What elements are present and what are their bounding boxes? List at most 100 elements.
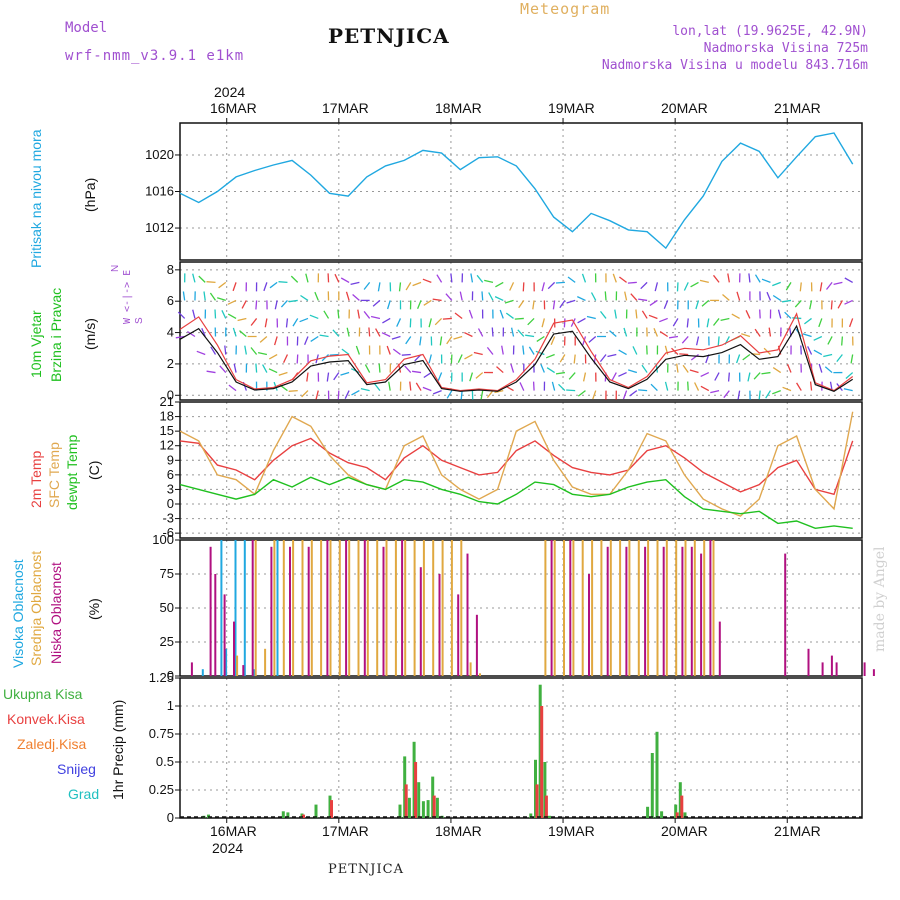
temp-dewpt-line <box>179 476 853 530</box>
wind-arrow <box>244 345 247 355</box>
date-bottom-3: 19MAR <box>548 823 595 839</box>
cloud-mid-bar <box>460 540 463 676</box>
cloud-mid-bar <box>703 540 706 676</box>
wind-arrow <box>813 349 823 356</box>
cloud-low-bar <box>190 662 193 676</box>
cloud-mid-bar <box>394 540 397 676</box>
y-tick-label: 0 <box>167 496 174 511</box>
cloud-high-bar <box>201 669 204 676</box>
wind-arrow <box>192 309 196 319</box>
wind-arrow <box>535 350 545 356</box>
wind-arrow <box>241 300 247 309</box>
y-tick-label: 1.25 <box>149 670 174 685</box>
cloud-mid-bar <box>600 540 603 676</box>
wind-arrow <box>337 309 340 319</box>
wind-arrow <box>273 336 278 346</box>
cloud-mid-bar <box>684 540 687 676</box>
wind-arrow <box>690 354 699 361</box>
precip-conv-bar <box>675 812 679 818</box>
wind-arrow <box>611 372 617 381</box>
precip-conv-bar <box>540 706 544 818</box>
wind-arrow <box>672 318 679 327</box>
wind-arrow <box>206 370 216 374</box>
wind-arrow <box>690 281 699 288</box>
wind-arrow <box>577 317 586 324</box>
wind-arrow <box>676 363 679 373</box>
wind-arrow <box>592 390 597 400</box>
wind-arrow <box>437 372 443 382</box>
y-tick-label: 15 <box>160 423 174 438</box>
wind-arrow <box>469 372 474 382</box>
wind-arrow <box>758 390 761 400</box>
wind-arrow <box>396 318 402 327</box>
cloud-mid-bar <box>329 540 332 676</box>
wind-arrow <box>372 299 381 307</box>
wind-arrow <box>332 329 340 337</box>
wind-arrow <box>423 299 432 306</box>
precip-total-bar <box>674 804 678 818</box>
panel-frame <box>179 261 863 401</box>
wind-arrow <box>509 282 515 291</box>
wind-arrow <box>629 390 638 397</box>
date-top-0: 16MAR <box>210 100 257 116</box>
wind-arrow <box>232 282 237 292</box>
wind-arrow <box>432 298 442 302</box>
wind-arrow <box>687 381 689 391</box>
wind-arrow <box>706 318 710 328</box>
precip-total-bar <box>660 811 664 818</box>
y-tick-label: 0 <box>167 668 174 683</box>
wind-arrow <box>745 310 751 319</box>
wind-arrow <box>850 354 854 364</box>
wind-arrow <box>510 327 515 337</box>
wind-arrow <box>785 282 792 291</box>
y-tick-label: 6 <box>167 293 174 308</box>
wind-arrow <box>221 310 227 319</box>
y-tick-label: 0.5 <box>156 754 174 769</box>
wind-arrow <box>288 389 298 392</box>
y-tick-label: 21 <box>160 394 174 409</box>
wind-arrow <box>491 327 494 337</box>
wind-arrow <box>614 309 617 319</box>
wind-arrow <box>319 334 329 338</box>
wind-arrow <box>496 366 504 374</box>
wind-arrow <box>843 388 853 392</box>
cloud-low-bar <box>382 546 385 676</box>
y-tick-label: 0 <box>167 810 174 825</box>
y-tick-label: 9 <box>167 452 174 467</box>
wind-arrow <box>784 311 792 319</box>
wind-arrow <box>712 274 720 283</box>
cloud-low-bar <box>709 540 712 676</box>
wind-arrow <box>303 336 309 346</box>
wind-arrow <box>844 299 853 305</box>
wind-arrow <box>412 281 422 287</box>
cloud-mid-bar <box>432 540 435 676</box>
wind-arrow <box>370 315 381 320</box>
wind-arrow <box>766 291 772 301</box>
wind-arrow <box>818 363 823 373</box>
wind-arrow <box>555 371 566 375</box>
wind-arrow <box>182 291 186 301</box>
wind-arrow <box>337 390 340 400</box>
date-top-3: 19MAR <box>548 100 595 116</box>
wind-speed-line <box>179 324 854 392</box>
cloud-mid-bar <box>619 540 622 676</box>
wind-arrow <box>547 281 556 290</box>
date-top-2: 18MAR <box>435 100 482 116</box>
wind-arrow <box>518 300 525 309</box>
cloud-mid-bar <box>310 540 313 676</box>
wind-arrow <box>464 353 473 360</box>
wind-arrow <box>495 281 504 288</box>
wind-arrow <box>268 353 278 360</box>
wind-arrow <box>364 364 371 373</box>
cloud-low-bar <box>363 540 366 676</box>
wind-arrow <box>333 372 340 381</box>
wind-arrow <box>754 328 761 337</box>
cloud-high-bar <box>225 648 228 676</box>
wind-arrow <box>836 354 843 363</box>
wind-arrow <box>567 276 576 283</box>
cloud-mid-bar <box>273 540 276 676</box>
wind-arrow <box>786 363 792 373</box>
wind-arrow <box>375 328 381 337</box>
wind-arrow <box>669 335 679 339</box>
wind-arrow <box>517 329 525 337</box>
